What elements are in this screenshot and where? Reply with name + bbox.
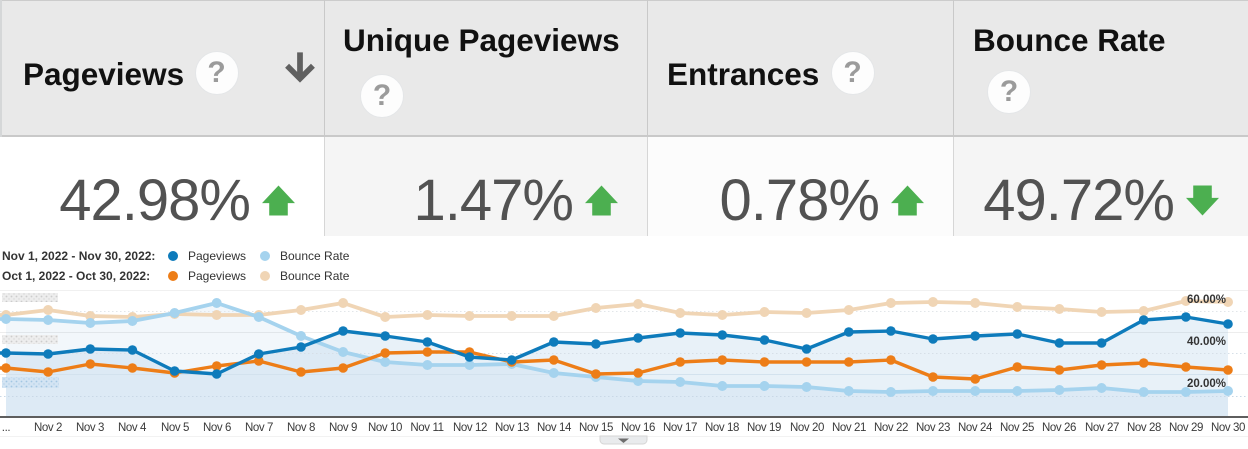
svg-text:20.00%: 20.00% xyxy=(1187,378,1226,390)
svg-text:Nov 23: Nov 23 xyxy=(916,422,950,434)
svg-text:Nov 3: Nov 3 xyxy=(76,422,104,434)
svg-text:Nov 17: Nov 17 xyxy=(663,422,697,434)
svg-text:Nov 26: Nov 26 xyxy=(1042,422,1076,434)
svg-text:Nov 29: Nov 29 xyxy=(1169,422,1203,434)
svg-text:Nov 4: Nov 4 xyxy=(118,422,147,434)
svg-text:Nov 11: Nov 11 xyxy=(410,422,443,434)
svg-text:Nov 27: Nov 27 xyxy=(1085,422,1119,434)
svg-text:...: ... xyxy=(2,422,11,434)
svg-text:Nov 9: Nov 9 xyxy=(329,422,357,434)
svg-text:Nov 28: Nov 28 xyxy=(1127,422,1161,434)
svg-text:Nov 2: Nov 2 xyxy=(34,422,62,434)
svg-text:Nov 5: Nov 5 xyxy=(161,422,189,434)
svg-text:Nov 19: Nov 19 xyxy=(747,422,781,434)
svg-text:60.00%: 60.00% xyxy=(1187,294,1226,306)
svg-text:Nov 18: Nov 18 xyxy=(705,422,739,434)
svg-text:Nov 7: Nov 7 xyxy=(245,422,273,434)
svg-text:Nov 22: Nov 22 xyxy=(874,422,908,434)
svg-text:Nov 6: Nov 6 xyxy=(203,422,231,434)
svg-text:Nov 30: Nov 30 xyxy=(1211,422,1245,434)
svg-text:Nov 21: Nov 21 xyxy=(832,422,866,434)
svg-text:Nov 10: Nov 10 xyxy=(368,422,402,434)
svg-text:Nov 13: Nov 13 xyxy=(495,422,529,434)
svg-text:Nov 14: Nov 14 xyxy=(537,422,572,434)
svg-text:Nov 8: Nov 8 xyxy=(287,422,315,434)
svg-text:Nov 15: Nov 15 xyxy=(579,422,613,434)
svg-text:Nov 24: Nov 24 xyxy=(958,422,993,434)
svg-text:Nov 25: Nov 25 xyxy=(1000,422,1034,434)
svg-text:Nov 16: Nov 16 xyxy=(621,422,655,434)
svg-text:40.00%: 40.00% xyxy=(1187,336,1226,348)
svg-text:Nov 20: Nov 20 xyxy=(790,422,824,434)
svg-text:Nov 12: Nov 12 xyxy=(453,422,487,434)
